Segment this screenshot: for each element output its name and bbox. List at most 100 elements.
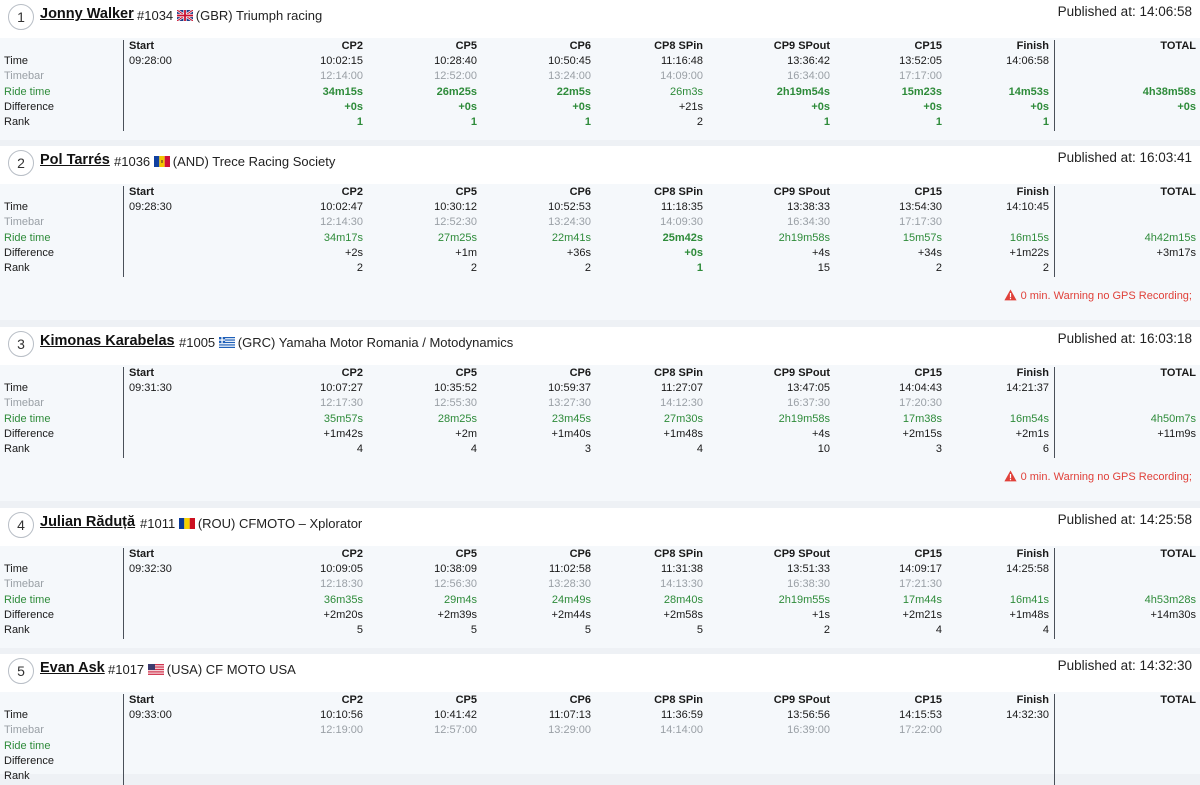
rank-cell: 2: [356, 262, 363, 274]
rider-name-link[interactable]: Julian Răduță: [40, 514, 136, 530]
column-header: TOTAL: [1160, 548, 1196, 560]
difference-cell: +2s: [344, 247, 363, 259]
row-label-timebar: Timebar: [4, 216, 44, 228]
timebar-cell: 14:12:30: [660, 397, 703, 409]
row-label-time: Time: [4, 55, 29, 67]
row-label-rank: Rank: [4, 624, 30, 636]
column-divider: [123, 367, 124, 458]
rider-number: #1036: [114, 154, 151, 169]
split-times-table: Time Timebar Ride time Difference Rank Start C…: [0, 692, 1200, 785]
column-header: CP9 SPout: [773, 694, 830, 706]
column-header: CP5: [455, 694, 477, 706]
column-header: CP9 SPout: [773, 186, 830, 198]
split-times-table: Time Timebar Ride time Difference Rank Start C…: [0, 546, 1200, 639]
rider-card: 3 Kimonas Karabelas #1005 (GRC) Yamaha Mot…: [0, 327, 1200, 501]
rider-meta: #1034 (GBR) Triumph racing: [137, 8, 322, 23]
difference-cell: +21s: [678, 101, 703, 113]
column-divider: [1054, 186, 1055, 277]
row-label-timebar: Timebar: [4, 724, 44, 736]
time-cell: 11:18:35: [660, 201, 703, 213]
ride-time-cell: 26m25s: [436, 86, 477, 98]
difference-cell: +36s: [566, 247, 591, 259]
column-header: CP6: [569, 40, 591, 52]
column-header: CP2: [341, 548, 363, 560]
rider-meta: #1011 (ROU) CFMOTO – Xplorator: [140, 516, 362, 531]
difference-cell: +34s: [917, 247, 942, 259]
time-cell: 13:56:56: [787, 709, 830, 721]
row-label-rank: Rank: [4, 770, 30, 782]
column-header: CP15: [914, 186, 942, 198]
rank-cell: 4: [935, 624, 942, 636]
start-time: 09:33:00: [129, 709, 172, 721]
rider-name-link[interactable]: Pol Tarrés: [40, 152, 110, 168]
ride-time-cell: 28m25s: [437, 413, 477, 425]
position-badge: 4: [8, 512, 34, 538]
rider-name-link[interactable]: Jonny Walker: [40, 6, 134, 22]
ride-time-cell: 2h19m55s: [778, 594, 830, 606]
time-cell: 10:10:56: [320, 709, 363, 721]
column-header: CP6: [569, 367, 591, 379]
row-label-ride-time: Ride time: [4, 594, 51, 606]
timebar-cell: 17:20:30: [899, 397, 942, 409]
column-divider: [1054, 694, 1055, 785]
timebar-cell: 16:37:30: [787, 397, 830, 409]
timebar-cell: 12:57:00: [434, 724, 477, 736]
start-time: 09:32:30: [129, 563, 172, 575]
rank-cell: 10: [817, 443, 830, 455]
rank-cell: 1: [823, 116, 830, 128]
column-header: CP8 SPin: [654, 186, 703, 198]
row-label-rank: Rank: [4, 262, 30, 274]
difference-cell: +0s: [1177, 101, 1196, 113]
timebar-cell: 12:14:30: [320, 216, 363, 228]
rank-cell: 3: [584, 443, 591, 455]
ride-time-cell: 34m17s: [323, 232, 363, 244]
timebar-cell: 14:14:00: [660, 724, 703, 736]
timebar-cell: 13:29:00: [548, 724, 591, 736]
column-header: CP8 SPin: [654, 694, 703, 706]
rank-cell: 1: [1042, 116, 1049, 128]
column-header: CP2: [341, 40, 363, 52]
timebar-cell: 16:34:00: [787, 70, 830, 82]
column-divider: [123, 694, 124, 785]
row-label-difference: Difference: [4, 428, 54, 440]
column-header: Finish: [1016, 367, 1049, 379]
time-cell: 10:35:52: [434, 382, 477, 394]
difference-cell: +14m30s: [1150, 609, 1196, 621]
rider-card: 1 Jonny Walker #1034 (GBR) Triumph racing P…: [0, 0, 1200, 140]
column-header: TOTAL: [1160, 186, 1196, 198]
time-cell: 10:09:05: [320, 563, 363, 575]
rank-cell: 2: [696, 116, 703, 128]
column-header: CP5: [455, 367, 477, 379]
andorra-flag-icon: [153, 154, 173, 169]
rank-cell: 2: [1042, 262, 1049, 274]
rank-cell: 1: [356, 116, 363, 128]
ride-time-cell: 15m23s: [901, 86, 942, 98]
difference-cell: +0s: [811, 101, 830, 113]
row-label-timebar: Timebar: [4, 70, 44, 82]
rider-name-link[interactable]: Evan Ask: [40, 660, 105, 676]
difference-cell: +1m42s: [323, 428, 363, 440]
ride-time-cell: 27m25s: [437, 232, 477, 244]
difference-cell: +1m48s: [663, 428, 703, 440]
ride-time-cell: 17m38s: [902, 413, 942, 425]
row-label-ride-time: Ride time: [4, 413, 51, 425]
split-times-table: Time Timebar Ride time Difference Rank Start C…: [0, 365, 1200, 458]
difference-cell: +0s: [923, 101, 942, 113]
ride-time-cell: 24m49s: [551, 594, 591, 606]
timebar-cell: 17:22:00: [899, 724, 942, 736]
difference-cell: +2m1s: [1015, 428, 1049, 440]
column-header: CP5: [455, 40, 477, 52]
rider-name-link[interactable]: Kimonas Karabelas: [40, 333, 175, 349]
column-header: Start: [129, 40, 155, 52]
row-label-difference: Difference: [4, 755, 54, 767]
ride-time-cell: 4h53m28s: [1144, 594, 1196, 606]
timebar-cell: 14:13:30: [660, 578, 703, 590]
time-cell: 14:32:30: [1006, 709, 1049, 721]
timebar-cell: 12:56:30: [434, 578, 477, 590]
time-cell: 10:52:53: [548, 201, 591, 213]
rider-number: #1034: [137, 8, 174, 23]
column-header: Finish: [1016, 186, 1049, 198]
timebar-cell: 12:14:00: [320, 70, 363, 82]
rider-card: 2 Pol Tarrés #1036 (AND) Trece Racing Soci…: [0, 146, 1200, 320]
rider-number: #1005: [179, 335, 216, 350]
